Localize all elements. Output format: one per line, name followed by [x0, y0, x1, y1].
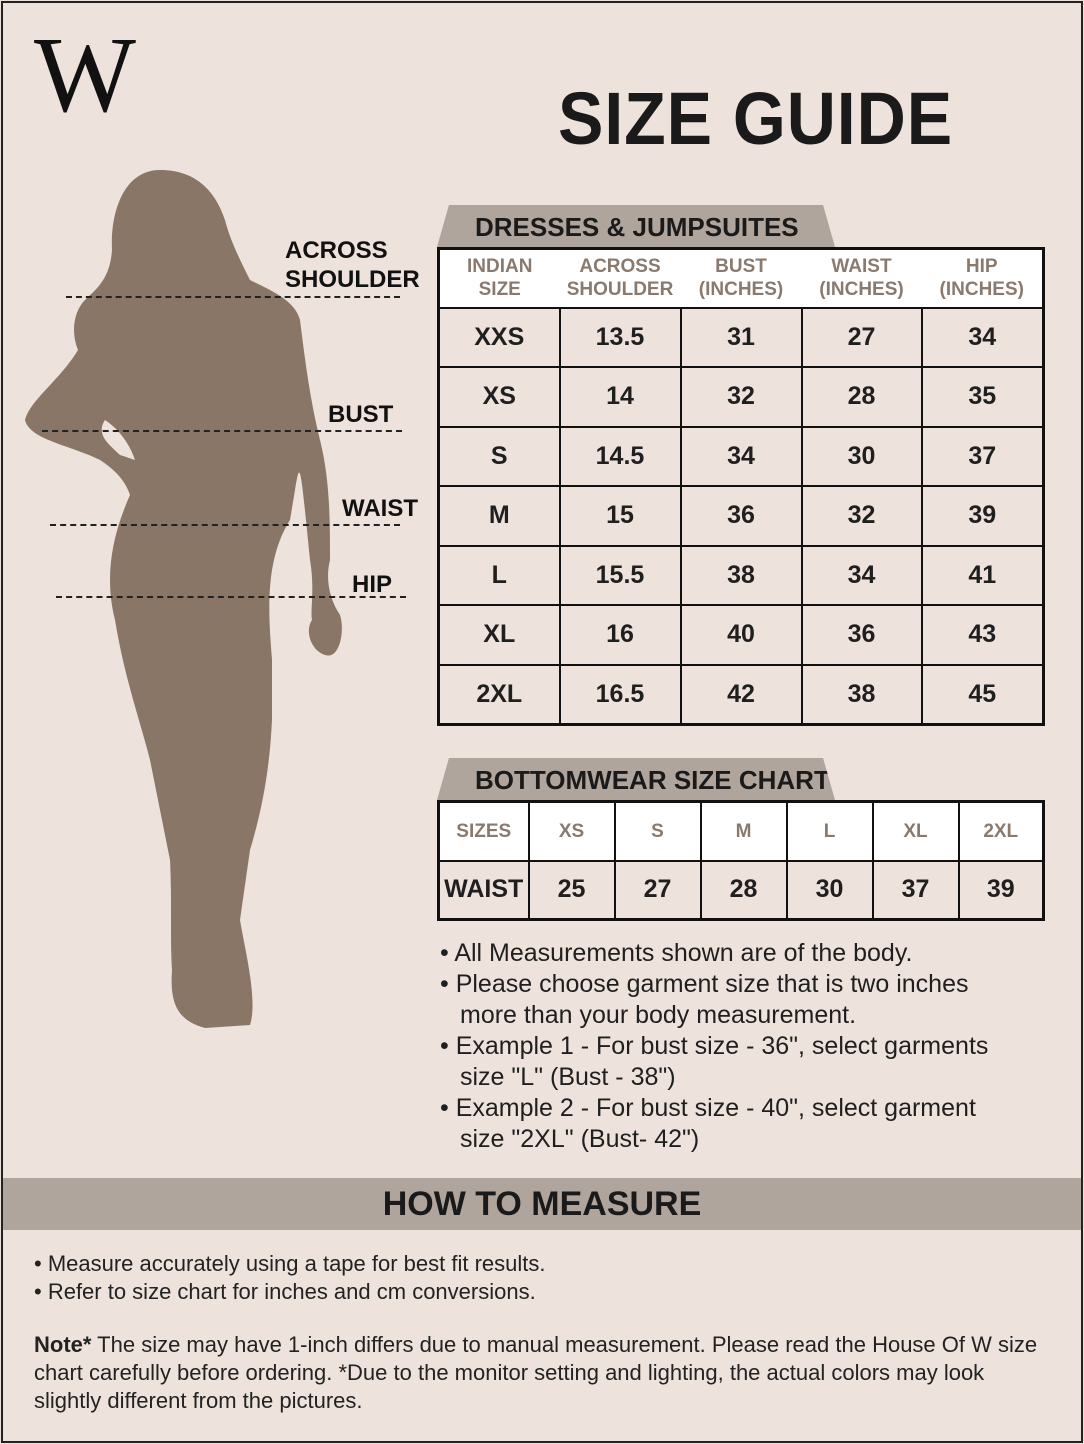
hip-line — [56, 596, 406, 598]
measure-item: • Refer to size chart for inches and cm … — [34, 1279, 536, 1304]
table-cell: 39 — [957, 859, 1045, 921]
table-cell: 37 — [920, 425, 1045, 487]
table-cell: 41 — [920, 544, 1045, 606]
table-cell: 40 — [679, 604, 803, 666]
column-header: INDIAN SIZE — [438, 247, 560, 309]
header-row: SIZES XS S M L XL 2XL — [437, 800, 1045, 862]
column-header: ACROSS SHOULDER — [559, 247, 681, 309]
table-cell: 36 — [679, 485, 803, 547]
table-cell: 27 — [800, 306, 923, 368]
table-cell: 35 — [920, 366, 1045, 428]
measure-item: • Measure accurately using a tape for be… — [34, 1251, 546, 1276]
header-row: INDIAN SIZE ACROSS SHOULDER BUST (INCHES) WAIS… — [438, 247, 1044, 309]
column-header: 2XL — [957, 800, 1045, 862]
note-line: • All Measurements shown are of the body… — [440, 939, 913, 967]
table-cell: 39 — [920, 485, 1045, 547]
column-header: SIZES — [437, 800, 530, 862]
table-cell: 34 — [679, 425, 803, 487]
table-cell: 32 — [800, 485, 923, 547]
note-label: Note* — [34, 1332, 92, 1357]
table-cell: 42 — [679, 663, 803, 725]
table-cell: 14 — [558, 366, 682, 428]
table-cell: 30 — [785, 859, 874, 921]
table-cell: 38 — [800, 663, 923, 725]
measure-list: • Measure accurately using a tape for be… — [34, 1250, 546, 1306]
note-line: • Example 1 - For bust size - 36", selec… — [440, 1032, 989, 1060]
column-header: L — [785, 800, 874, 862]
column-header: HIP (INCHES) — [921, 247, 1044, 309]
column-header: XL — [871, 800, 960, 862]
disclaimer-note: Note* The size may have 1-inch differs d… — [34, 1331, 1054, 1415]
shoulder-line — [66, 296, 400, 298]
column-header: WAIST (INCHES) — [801, 247, 922, 309]
bust-line — [42, 430, 402, 432]
table-cell: XS — [437, 366, 561, 428]
table-row: XL 16 40 36 43 — [437, 604, 1045, 666]
table-cell: 36 — [800, 604, 923, 666]
table-cell: 13.5 — [558, 306, 682, 368]
table-row: L 15.5 38 34 41 — [437, 544, 1045, 606]
table-cell: XXS — [437, 306, 561, 368]
table-cell: XL — [437, 604, 561, 666]
table-row: 2XL 16.5 42 38 45 — [437, 663, 1045, 725]
bottomwear-size-table: SIZES XS S M L XL 2XL WAIST 25 27 28 30 37 39 — [437, 800, 1045, 921]
table-cell: 38 — [679, 544, 803, 606]
table-cell: L — [437, 544, 561, 606]
note-line: more than your body measurement. — [460, 1001, 857, 1029]
page-title: SIZE GUIDE — [558, 77, 954, 160]
column-header: M — [699, 800, 788, 862]
note-text: The size may have 1-inch differs due to … — [34, 1332, 1038, 1413]
table-cell: 34 — [920, 306, 1045, 368]
table-cell: S — [437, 425, 561, 487]
table-cell: 16.5 — [558, 663, 682, 725]
table-cell: M — [437, 485, 561, 547]
how-to-measure-heading: HOW TO MEASURE — [3, 1178, 1081, 1230]
table-cell: 15 — [558, 485, 682, 547]
table-row: XXS 13.5 31 27 34 — [437, 306, 1045, 368]
body-silhouette — [25, 170, 342, 1028]
table-cell: 30 — [800, 425, 923, 487]
dresses-tab: DRESSES & JUMPSUITES — [437, 205, 835, 247]
label-bust: BUST — [328, 401, 394, 428]
brand-logo: W — [34, 16, 136, 135]
note-line: size "2XL" (Bust- 42") — [460, 1125, 700, 1153]
column-header: XS — [527, 800, 616, 862]
table-cell: 25 — [527, 859, 616, 921]
table-cell: 27 — [613, 859, 702, 921]
table-cell: 43 — [920, 604, 1045, 666]
bottomwear-tab: BOTTOMWEAR SIZE CHART — [437, 758, 835, 800]
table-cell: 28 — [800, 366, 923, 428]
table-cell: 28 — [699, 859, 788, 921]
table-row: S 14.5 34 30 37 — [437, 425, 1045, 487]
waist-line — [50, 524, 400, 526]
dresses-size-table: INDIAN SIZE ACROSS SHOULDER BUST (INCHES) WAIS… — [437, 247, 1045, 726]
column-header: BUST (INCHES) — [680, 247, 802, 309]
table-cell: 16 — [558, 604, 682, 666]
note-line: • Please choose garment size that is two… — [440, 970, 969, 998]
label-across-shoulder: ACROSS SHOULDER — [285, 237, 420, 293]
label-waist: WAIST — [342, 495, 418, 522]
table-cell: 34 — [800, 544, 923, 606]
table-cell: 14.5 — [558, 425, 682, 487]
table-cell: 15.5 — [558, 544, 682, 606]
table-row: M 15 36 32 39 — [437, 485, 1045, 547]
label-hip: HIP — [352, 571, 393, 598]
table-cell: 32 — [679, 366, 803, 428]
note-line: • Example 2 - For bust size - 40", selec… — [440, 1094, 976, 1122]
table-cell: WAIST — [437, 859, 530, 921]
table-cell: 2XL — [437, 663, 561, 725]
table-row: WAIST 25 27 28 30 37 39 — [437, 859, 1045, 921]
note-line: size "L" (Bust - 38") — [460, 1063, 676, 1091]
column-header: S — [613, 800, 702, 862]
table-cell: 31 — [679, 306, 803, 368]
table-cell: 37 — [871, 859, 960, 921]
size-notes: • All Measurements shown are of the body… — [440, 938, 988, 1155]
table-row: XS 14 32 28 35 — [437, 366, 1045, 428]
table-cell: 45 — [920, 663, 1045, 725]
